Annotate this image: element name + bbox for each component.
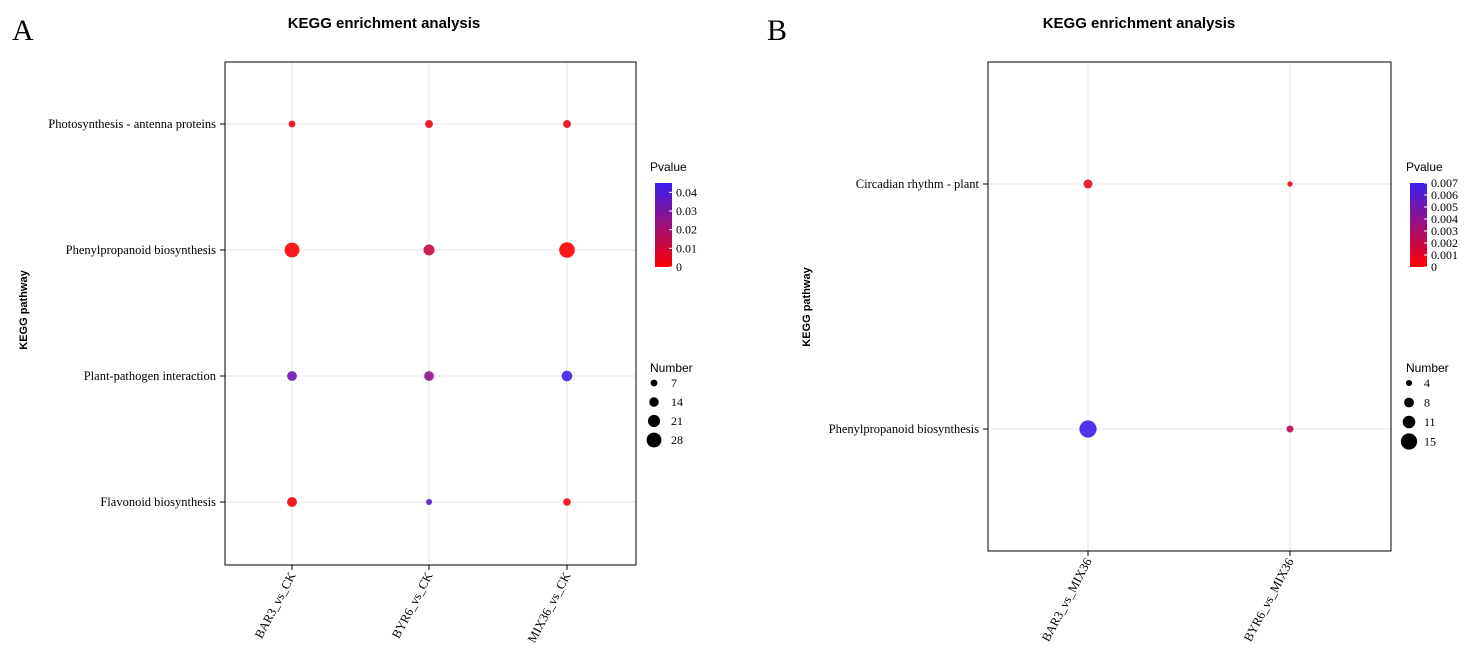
color-legend: Pvalue 0.04 0.03 0.02 0.01 0 [650, 160, 697, 274]
data-point [287, 371, 297, 381]
color-tick-label: 0.04 [676, 185, 697, 199]
color-bar [655, 183, 672, 267]
panel-letter: B [767, 14, 787, 47]
x-tick-label: BYR6_vs_MIX36 [1241, 556, 1297, 644]
color-tick-label: 0 [676, 260, 682, 274]
size-legend-items: 4 8 11 15 [1400, 376, 1436, 450]
size-legend-dot [649, 397, 659, 407]
color-tick-label: 0.006 [1431, 188, 1458, 202]
color-legend-ticks: 0.04 0.03 0.02 0.01 0 [669, 185, 697, 274]
data-point [426, 499, 432, 505]
chart-title: KEGG enrichment analysis [288, 15, 481, 32]
y-tick-label: Phenylpropanoid biosynthesis [829, 422, 979, 436]
y-tick-label: Phenylpropanoid biosynthesis [66, 243, 216, 257]
y-axis: Circadian rhythm - plant Phenylpropanoid … [829, 177, 988, 436]
y-tick-label: Photosynthesis - antenna proteins [48, 117, 216, 131]
panel-a: A KEGG enrichment analysis KEGG pathway … [12, 14, 697, 645]
x-axis: BAR3_vs_MIX36 BYR6_vs_MIX36 [1039, 551, 1297, 644]
color-tick-label: 0.002 [1431, 236, 1458, 250]
data-points [1079, 179, 1294, 438]
size-legend-label: 8 [1424, 396, 1430, 410]
data-points [284, 120, 575, 507]
size-legend-items: 7 14 21 28 [646, 376, 683, 448]
x-tick-label: MIX36_vs_CK [525, 570, 574, 645]
plot-frame [987, 61, 1392, 552]
data-point [288, 120, 296, 128]
size-legend-dot [1400, 433, 1418, 450]
color-bar [1410, 183, 1427, 267]
data-point [423, 244, 435, 256]
size-legend-label: 21 [671, 414, 683, 428]
grid [225, 62, 636, 565]
y-tick-label: Flavonoid biosynthesis [100, 495, 216, 509]
data-point [1287, 181, 1293, 187]
y-tick-label: Circadian rhythm - plant [856, 177, 980, 191]
size-legend-label: 14 [671, 395, 683, 409]
size-legend-label: 11 [1424, 415, 1436, 429]
data-point [1079, 420, 1097, 438]
data-point [425, 120, 433, 128]
x-tick-label: BAR3_vs_MIX36 [1039, 556, 1095, 644]
y-axis: Photosynthesis - antenna proteins Phenylp… [48, 117, 225, 509]
color-legend: Pvalue 0.0070.0060.0050.0040.0030.0020.0… [1406, 160, 1458, 274]
size-legend: Number 7 14 21 28 [646, 361, 693, 448]
data-point [1083, 179, 1093, 189]
size-legend-dot [647, 414, 661, 428]
y-axis-label: KEGG pathway [801, 266, 813, 346]
x-axis: BAR3_vs_CK BYR6_vs_CK MIX36_vs_CK [252, 565, 574, 645]
plot-frame [224, 61, 637, 566]
size-legend-label: 4 [1424, 376, 1430, 390]
y-tick-label: Plant-pathogen interaction [84, 369, 217, 383]
size-legend-dot [1405, 379, 1413, 387]
size-legend-label: 15 [1424, 435, 1436, 449]
data-point [563, 498, 571, 506]
color-tick-label: 0.01 [676, 241, 697, 255]
data-point [1286, 425, 1294, 433]
data-point [284, 242, 300, 258]
y-axis-label: KEGG pathway [18, 269, 30, 349]
color-tick-label: 0.03 [676, 204, 697, 218]
grid [988, 62, 1391, 551]
panel-b: B KEGG enrichment analysis KEGG pathway … [767, 14, 1458, 644]
size-legend-dot [646, 432, 662, 448]
chart-title: KEGG enrichment analysis [1043, 15, 1236, 32]
data-point [287, 497, 297, 507]
size-legend-label: 7 [671, 376, 677, 390]
data-point [561, 370, 573, 382]
color-tick-label: 0.005 [1431, 200, 1458, 214]
color-tick-label: 0.007 [1431, 176, 1458, 190]
size-legend: Number 4 8 11 15 [1400, 361, 1449, 450]
color-tick-label: 0 [1431, 260, 1437, 274]
size-legend-label: 28 [671, 433, 683, 447]
size-legend-dot [1404, 397, 1414, 408]
data-point [559, 242, 575, 258]
color-legend-title: Pvalue [650, 160, 687, 174]
color-tick-label: 0.003 [1431, 224, 1458, 238]
size-legend-title: Number [650, 361, 693, 375]
color-tick-label: 0.001 [1431, 248, 1458, 262]
size-legend-title: Number [1406, 361, 1449, 375]
color-legend-title: Pvalue [1406, 160, 1443, 174]
color-tick-label: 0.02 [676, 223, 697, 237]
size-legend-dot [1402, 415, 1416, 429]
x-tick-label: BAR3_vs_CK [252, 570, 299, 641]
data-point [424, 371, 434, 381]
color-tick-label: 0.004 [1431, 212, 1458, 226]
size-legend-dot [650, 379, 658, 387]
panel-letter: A [12, 14, 34, 47]
x-tick-label: BYR6_vs_CK [389, 570, 436, 641]
data-point [563, 120, 571, 128]
